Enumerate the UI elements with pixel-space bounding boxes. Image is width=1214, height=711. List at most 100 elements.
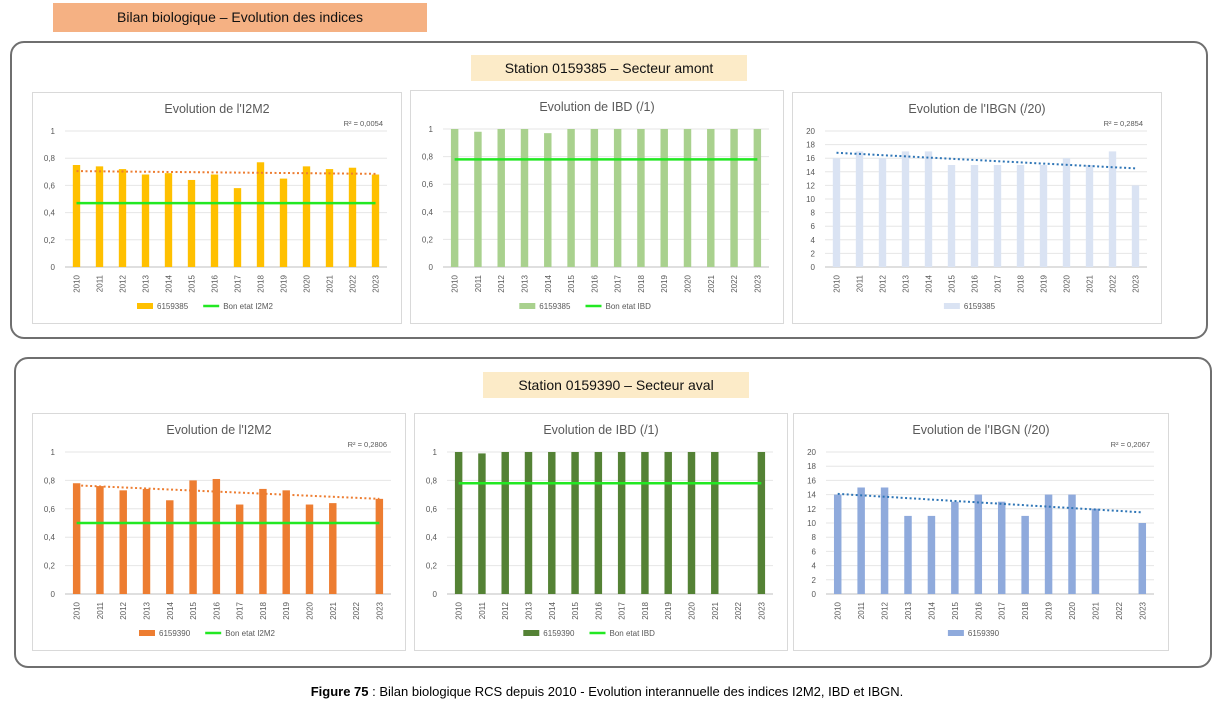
bar [832,158,841,267]
bar [951,501,959,594]
bar [707,129,715,267]
chart-svg: Evolution de l'IBGN (/20) R² = 0,2854 0 2 4 6… [806,102,1147,311]
x-tick-label: 2013 [902,274,911,292]
x-tick-label: 2017 [234,274,243,292]
x-tick-label: 2019 [282,601,291,619]
chart-i2m2-amont: Evolution de l'I2M2 R² = 0,0054 0 0,2 0,4 0,6… [32,92,402,324]
bar [878,158,887,267]
bar [594,452,603,594]
y-tick-label: 0,8 [422,153,434,162]
x-tick-label: 2013 [521,274,530,292]
y-tick-label: 18 [807,462,816,471]
x-tick-label: 2023 [372,274,381,292]
y-tick-label: 16 [807,476,816,485]
bar [970,165,979,267]
x-tick-label: 2020 [1063,274,1072,292]
y-tick-label: 0,8 [44,476,56,485]
bar [855,151,864,267]
bar [524,452,533,594]
bar [927,515,936,594]
y-tick-label: 10 [806,195,815,204]
legend-swatch [137,303,153,309]
x-tick-label: 2012 [119,274,128,292]
legend-label: Bon etat IBD [606,302,652,311]
y-tick-label: 0,4 [426,533,438,542]
x-tick-label: 2018 [641,601,650,619]
x-tick-label: 2022 [1115,601,1124,619]
x-tick-label: 2013 [143,601,152,619]
bar [141,174,150,267]
chart-title: Evolution de l'IBGN (/20) [908,102,1045,116]
legend-swatch [523,630,540,636]
y-tick-label: 8 [812,533,817,542]
trend-line [837,492,1143,514]
bar [1044,494,1053,594]
caption-prefix: Figure 75 [310,684,369,699]
x-tick-label: 2017 [618,601,627,619]
x-tick-label: 2017 [994,274,1003,292]
legend-swatch [943,303,960,309]
y-tick-label: 0,8 [44,154,56,163]
x-tick-label: 2023 [753,274,762,292]
bar [833,494,842,594]
bar [233,188,242,267]
bar [478,453,486,594]
bar [1016,165,1025,267]
bar [325,169,334,267]
x-tick-label: 2015 [567,274,576,292]
r2-label: R² = 0,2067 [1111,440,1150,449]
chart-ibd-aval: Evolution de IBD (/1) 0 0,2 0,4 0,6 0,8 1 2010 2… [414,413,788,651]
bar [118,169,127,267]
bar [1062,158,1071,267]
legend-label: 6159385 [964,302,996,311]
trend-line [836,151,1136,170]
bar [1021,515,1029,594]
bar [1039,165,1048,267]
legend-label: Bon etat IBD [610,629,656,638]
bar [279,178,288,267]
bar [305,504,314,594]
y-tick-label: 14 [807,491,816,500]
x-tick-label: 2018 [257,274,266,292]
x-tick-label: 2012 [501,601,510,619]
bar [757,452,766,594]
x-tick-label: 2016 [971,274,980,292]
x-tick-label: 2011 [857,601,866,619]
bar [497,129,505,267]
bar [901,151,910,267]
y-tick-label: 20 [806,127,815,136]
chart-ibd-amont: Evolution de IBD (/1) 0 0,2 0,4 0,6 0,8 1 2010 2… [410,90,784,324]
x-tick-label: 2013 [142,274,151,292]
x-tick-label: 2021 [326,274,335,292]
x-tick-label: 2014 [925,274,934,292]
bar [660,129,668,267]
x-tick-label: 2015 [189,601,198,619]
bar [95,166,104,267]
bar [857,487,865,594]
bar [904,515,912,594]
chart-svg: Evolution de IBD (/1) 0 0,2 0,4 0,6 0,8 1 2010 2… [426,423,773,638]
x-tick-label: 2010 [455,601,464,619]
bar [371,174,380,267]
x-tick-label: 2016 [212,601,221,619]
x-tick-label: 2011 [96,601,105,619]
bar [1085,165,1094,267]
y-tick-label: 12 [806,181,815,190]
x-tick-label: 2020 [303,274,312,292]
x-tick-label: 2019 [280,274,289,292]
y-tick-label: 0 [812,590,817,599]
x-tick-label: 2023 [1138,601,1147,619]
legend-label: 6159390 [968,629,1000,638]
x-tick-label: 2015 [948,274,957,292]
bar [189,480,197,594]
bar [256,162,265,267]
bar [548,452,556,594]
bar [590,129,599,267]
chart-ibgn-amont: Evolution de l'IBGN (/20) R² = 0,2854 0 2 4 6… [792,92,1162,324]
bar [613,129,622,267]
bar [1131,185,1140,267]
legend-swatch [947,630,964,636]
x-tick-label: 2019 [1045,601,1054,619]
y-tick-label: 6 [811,222,816,231]
x-tick-label: 2018 [1017,274,1026,292]
